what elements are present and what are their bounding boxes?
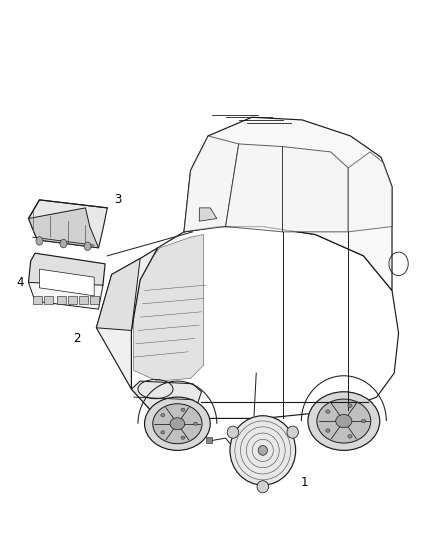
Ellipse shape xyxy=(230,416,296,485)
Ellipse shape xyxy=(348,404,352,408)
Ellipse shape xyxy=(194,422,198,425)
Polygon shape xyxy=(283,147,348,232)
Polygon shape xyxy=(199,208,217,221)
Polygon shape xyxy=(28,253,105,293)
Bar xyxy=(79,296,88,304)
Circle shape xyxy=(84,242,91,251)
Polygon shape xyxy=(96,248,158,389)
Polygon shape xyxy=(184,117,392,290)
Polygon shape xyxy=(131,227,399,418)
Polygon shape xyxy=(348,152,392,232)
Polygon shape xyxy=(39,269,94,296)
Bar xyxy=(44,296,53,304)
Text: 3: 3 xyxy=(115,193,122,206)
Polygon shape xyxy=(96,259,140,330)
Polygon shape xyxy=(184,136,239,232)
Ellipse shape xyxy=(227,426,239,438)
Ellipse shape xyxy=(257,481,268,493)
Ellipse shape xyxy=(170,418,185,430)
Bar xyxy=(206,437,212,443)
Ellipse shape xyxy=(326,410,330,414)
Polygon shape xyxy=(226,144,283,232)
Ellipse shape xyxy=(326,429,330,432)
Ellipse shape xyxy=(181,408,185,411)
Polygon shape xyxy=(28,282,103,309)
Polygon shape xyxy=(28,208,99,248)
Bar xyxy=(57,296,66,304)
Ellipse shape xyxy=(348,434,352,438)
Ellipse shape xyxy=(153,404,202,443)
Polygon shape xyxy=(28,200,107,248)
Text: 1: 1 xyxy=(300,476,308,489)
Bar xyxy=(33,296,42,304)
Text: 4: 4 xyxy=(16,276,24,289)
Ellipse shape xyxy=(287,426,298,438)
Ellipse shape xyxy=(145,397,210,450)
Ellipse shape xyxy=(317,399,371,443)
Ellipse shape xyxy=(161,414,165,417)
Bar xyxy=(90,296,99,304)
Ellipse shape xyxy=(308,392,380,450)
Ellipse shape xyxy=(361,419,366,423)
Bar xyxy=(68,296,77,304)
Circle shape xyxy=(36,237,43,245)
Text: 2: 2 xyxy=(73,332,81,345)
Ellipse shape xyxy=(336,415,352,427)
Ellipse shape xyxy=(258,446,267,455)
Polygon shape xyxy=(134,235,204,381)
Polygon shape xyxy=(131,381,201,418)
Circle shape xyxy=(60,239,67,248)
Ellipse shape xyxy=(181,436,185,439)
Ellipse shape xyxy=(161,431,165,434)
